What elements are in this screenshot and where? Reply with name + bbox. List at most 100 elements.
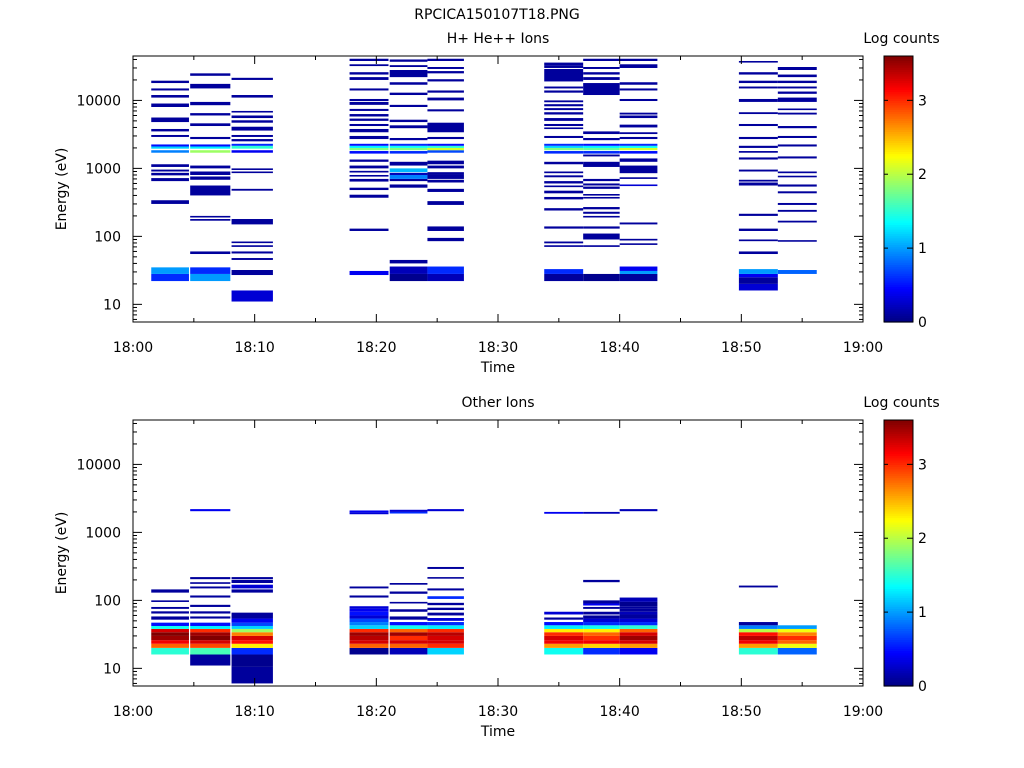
colorbar-swatch [884, 308, 913, 312]
data-cell [389, 635, 428, 641]
colorbar-swatch [884, 468, 913, 472]
data-cell [389, 178, 428, 182]
colorbar-swatch [884, 93, 913, 97]
data-cell [583, 145, 620, 148]
colorbar-swatch [884, 175, 913, 179]
colorbar-swatch [884, 69, 913, 73]
colorbar-swatch [884, 431, 913, 434]
data-cell [389, 92, 428, 96]
data-cell [349, 159, 389, 162]
data-cell [349, 88, 389, 91]
data-cell [738, 123, 778, 127]
colorbar-swatch [884, 204, 913, 208]
colorbar-swatch [884, 91, 913, 95]
data-cell [151, 80, 189, 84]
data-cell [583, 154, 620, 157]
data-cell [738, 72, 778, 75]
data-cell [619, 124, 658, 128]
colorbar-swatch [884, 639, 913, 643]
colorbar-swatch [884, 506, 913, 510]
colorbar-swatch [884, 279, 913, 283]
data-cell [427, 90, 464, 93]
colorbar-swatch [884, 206, 913, 210]
colorbar-swatch [884, 535, 913, 539]
data-cell [619, 625, 658, 629]
colorbar-swatch [884, 601, 913, 605]
colorbar-swatch [884, 215, 913, 219]
data-cell [349, 128, 389, 133]
data-cell [427, 226, 464, 231]
colorbar-swatch [884, 273, 913, 277]
data-cell [427, 174, 464, 179]
colorbar-swatch [884, 482, 913, 485]
colorbar-swatch [884, 608, 913, 612]
x-axis-label: Time [480, 724, 515, 740]
data-cell [583, 245, 620, 247]
data-cell [151, 628, 189, 633]
colorbar-swatch [884, 457, 913, 461]
data-cell [583, 161, 620, 167]
data-cell [619, 243, 658, 245]
colorbar-swatch [884, 75, 913, 79]
data-cell [190, 611, 231, 614]
colorbar-swatch [884, 297, 913, 301]
data-cell [427, 172, 464, 175]
data-cell [544, 151, 584, 154]
x-tick-label: 18:00 [113, 340, 153, 356]
data-cell [427, 179, 464, 183]
data-cell [544, 185, 584, 188]
data-cell [544, 143, 584, 146]
x-tick-label: 18:40 [599, 704, 639, 720]
colorbar-swatch [884, 635, 913, 638]
data-cell [190, 83, 231, 89]
data-cell [777, 74, 817, 78]
data-cell [190, 123, 231, 127]
data-cell [190, 632, 231, 636]
colorbar-swatch [884, 106, 913, 110]
data-cell [777, 67, 817, 71]
data-cell [231, 622, 273, 626]
colorbar-swatch [884, 541, 913, 545]
data-cell [349, 611, 389, 616]
colorbar-swatch [884, 310, 913, 314]
data-cell [738, 628, 778, 633]
colorbar-swatch [884, 126, 913, 130]
colorbar-swatch [884, 519, 913, 523]
data-cell [190, 136, 231, 140]
colorbar-swatch [884, 233, 913, 237]
data-cell [151, 103, 189, 107]
colorbar-swatch [884, 98, 913, 101]
colorbar-swatch [884, 237, 913, 241]
colorbar-swatch [884, 650, 913, 654]
colorbar-swatch [884, 557, 913, 561]
colorbar-swatch [884, 599, 913, 603]
colorbar-swatch [884, 262, 913, 265]
data-cell [777, 632, 817, 636]
data-cell [389, 119, 428, 123]
colorbar-swatch [884, 235, 913, 239]
data-cell [190, 622, 231, 626]
data-cell [231, 628, 273, 633]
colorbar-swatch [884, 257, 913, 261]
colorbar-swatch [884, 193, 913, 197]
data-cell [777, 202, 817, 205]
colorbar-swatch [884, 299, 913, 303]
data-cell [231, 245, 273, 247]
data-cell [190, 165, 231, 169]
data-cell [738, 622, 778, 626]
y-axis-label: Energy (eV) [54, 512, 70, 595]
colorbar-swatch [884, 435, 913, 439]
data-cell [619, 82, 658, 85]
data-cell [151, 589, 189, 593]
data-cell [349, 77, 389, 80]
data-cell [389, 184, 428, 188]
data-cell [583, 632, 620, 636]
data-cell [619, 643, 658, 648]
data-cell [151, 128, 189, 132]
colorbar-swatch [884, 186, 913, 190]
data-cell [427, 122, 464, 133]
data-cell [777, 191, 817, 194]
data-cell [544, 145, 584, 148]
data-cell [349, 635, 389, 641]
colorbar-swatch [884, 82, 913, 86]
